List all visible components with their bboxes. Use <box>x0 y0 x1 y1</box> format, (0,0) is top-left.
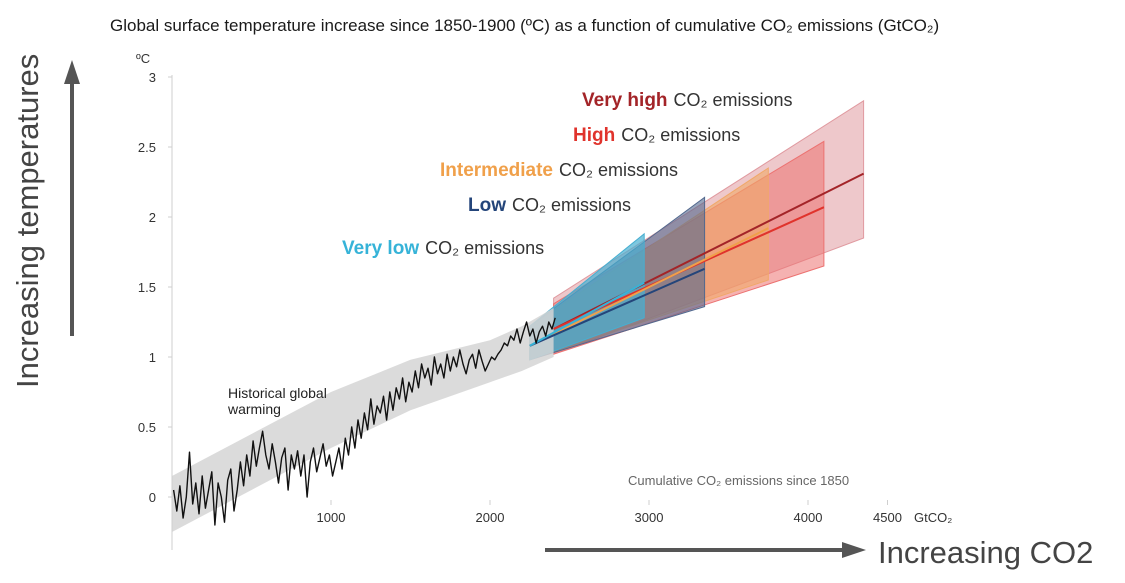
scenario-label-very-high: Very high CO₂ emissions <box>582 90 793 111</box>
y-tick-label: 1 <box>149 350 156 365</box>
x-unit-label: GtCO₂ <box>914 510 952 525</box>
x-tick-label: 4000 <box>794 510 823 525</box>
y-tick-label: 1.5 <box>138 280 156 295</box>
scenario-name: Intermediate <box>440 160 553 181</box>
historical-warming-line <box>172 317 556 526</box>
scenario-suffix: CO₂ emissions <box>512 195 631 215</box>
x-tick-label: 1000 <box>317 510 346 525</box>
line-intermediate <box>529 227 769 347</box>
scenario-suffix: CO₂ emissions <box>425 238 544 258</box>
y-tick-label: 0.5 <box>138 420 156 435</box>
scenario-suffix: CO₂ emissions <box>674 90 793 110</box>
scenario-name: High <box>573 125 615 146</box>
line-low <box>529 267 706 347</box>
y-tick-label: 2 <box>149 210 156 225</box>
historical-label-line1: Historical global <box>228 385 327 401</box>
scenario-label-low: Low CO₂ emissions <box>468 195 631 216</box>
x-note: Cumulative CO₂ emissions since 1850 <box>628 473 849 488</box>
scenario-label-very-low: Very low CO₂ emissions <box>342 238 544 259</box>
x-axis-label: Increasing CO2 <box>878 535 1093 570</box>
chart-title: Global surface temperature increase sinc… <box>110 16 939 35</box>
scenario-suffix: CO₂ emissions <box>559 160 678 180</box>
y-tick-label: 3 <box>149 70 156 85</box>
y-axis-arrow <box>64 60 80 336</box>
x-axis-arrow <box>545 542 866 558</box>
x-tick-label: 4500 <box>873 510 902 525</box>
scenario-suffix: CO₂ emissions <box>621 125 740 145</box>
y-unit-label: ºC <box>136 51 150 66</box>
x-tick-label: 2000 <box>476 510 505 525</box>
historical-label-line2: warming <box>227 401 281 417</box>
y-tick-label: 2.5 <box>138 140 156 155</box>
scenario-label-intermediate: Intermediate CO₂ emissions <box>440 160 678 181</box>
scenario-name: Low <box>468 195 506 216</box>
scenario-name: Very low <box>342 238 419 259</box>
scenario-name: Very high <box>582 90 668 111</box>
line-very-low <box>529 281 645 347</box>
y-axis-label: Increasing temperatures <box>10 54 45 388</box>
x-tick-label: 3000 <box>635 510 664 525</box>
scenario-label-high: High CO₂ emissions <box>573 125 740 146</box>
historical-uncertainty-band <box>172 308 554 532</box>
y-tick-label: 0 <box>149 490 156 505</box>
